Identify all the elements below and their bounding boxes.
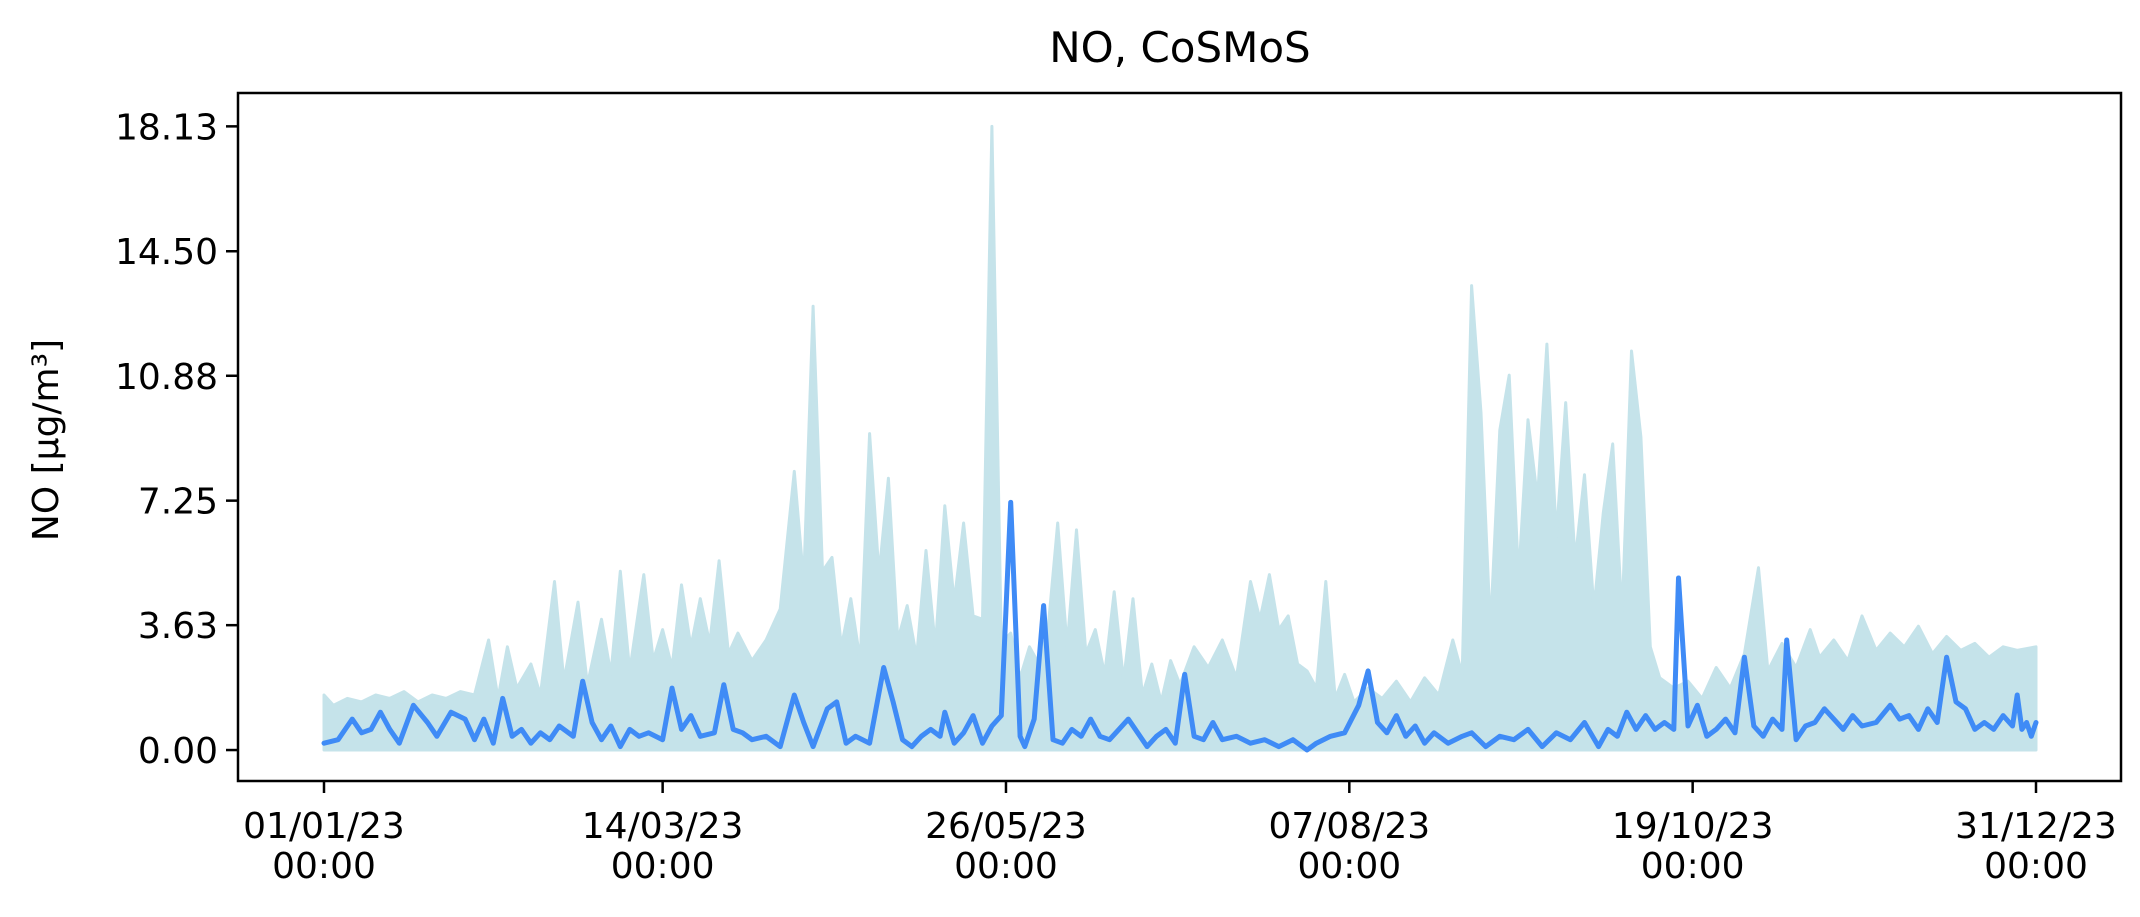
y-tick-label: 3.63 xyxy=(138,606,218,647)
x-tick-label-time: 00:00 xyxy=(611,846,715,887)
y-tick-label: 18.13 xyxy=(115,107,218,148)
x-tick-label-time: 00:00 xyxy=(1297,846,1401,887)
y-axis-label: NO [µg/m³] xyxy=(26,339,67,541)
x-axis: 01/01/2300:0014/03/2300:0026/05/2300:000… xyxy=(243,781,2117,887)
x-tick-label-date: 07/08/23 xyxy=(1268,806,1430,847)
plot-frame xyxy=(236,91,2123,783)
chart-title: NO, CoSMoS xyxy=(1049,23,1310,72)
x-tick-label-time: 00:00 xyxy=(1641,846,1745,887)
envelope-area xyxy=(322,124,2038,752)
series-envelope xyxy=(322,124,2038,752)
series-line-path xyxy=(321,499,2039,753)
x-tick-label-date: 31/12/23 xyxy=(1955,806,2117,847)
y-tick-label: 14.50 xyxy=(115,232,218,273)
y-tick-label: 7.25 xyxy=(138,482,218,523)
x-tick-label-date: 26/05/23 xyxy=(925,806,1087,847)
x-tick-label-date: 14/03/23 xyxy=(582,806,744,847)
y-tick-label: 10.88 xyxy=(115,357,218,398)
x-tick-label-time: 00:00 xyxy=(954,846,1058,887)
x-tick-label-date: 19/10/23 xyxy=(1612,806,1774,847)
y-axis: 0.00 3.63 7.25 10.88 14.50 18.13 xyxy=(115,107,238,772)
y-tick-label: 0.00 xyxy=(138,731,218,772)
x-tick-label-time: 00:00 xyxy=(1984,846,2088,887)
x-tick-label-date: 01/01/23 xyxy=(243,806,405,847)
x-tick-label-time: 00:00 xyxy=(272,846,376,887)
series-line xyxy=(321,499,2039,753)
